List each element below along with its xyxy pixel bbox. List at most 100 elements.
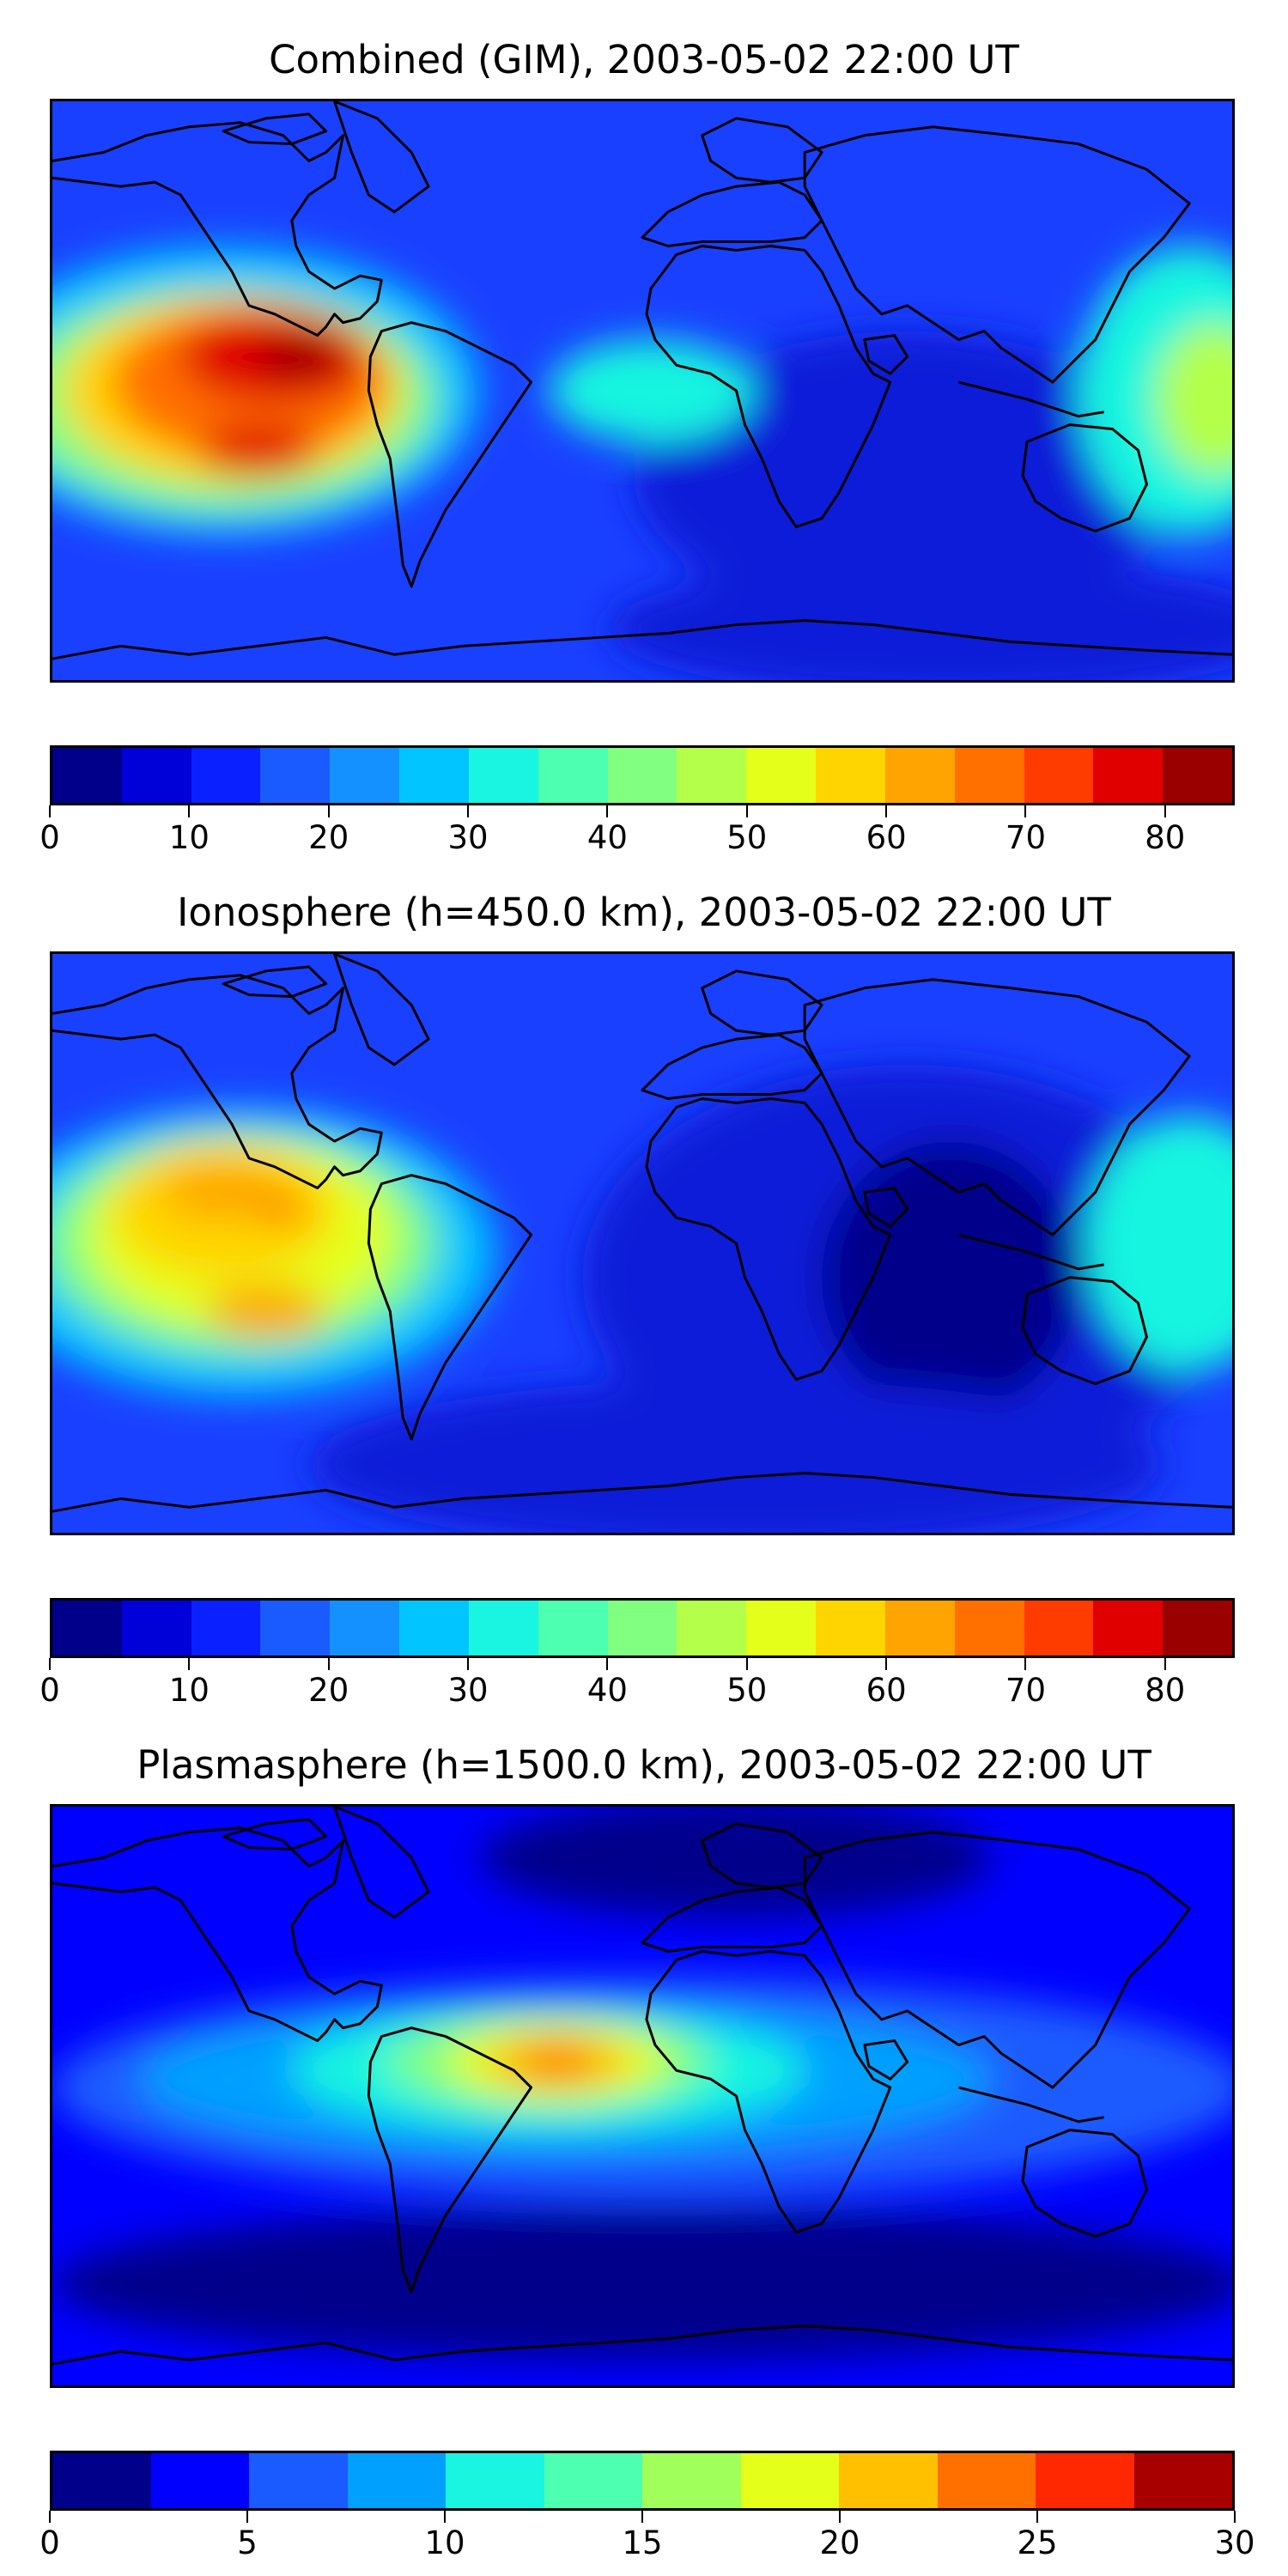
colorbar-tick [49, 1658, 51, 1670]
colorbar-tick-label: 50 [726, 1672, 768, 1709]
colorbar-tick [745, 1658, 748, 1670]
colorbar-tick [246, 2511, 248, 2523]
panel-title-ionosphere: Ionosphere (h=450.0 km), 2003-05-02 22:0… [177, 890, 1111, 935]
colorbar-tick-label: 70 [1005, 1672, 1047, 1709]
colorbar-tick-label: 30 [1214, 2524, 1255, 2561]
colorbar-segment [746, 748, 817, 803]
colorbar-tick-label: 5 [237, 2524, 258, 2561]
colorbar-segment [642, 2453, 741, 2508]
colorbar-segment [249, 2453, 348, 2508]
map-combined [50, 99, 1235, 683]
colorbar-tick-label: 20 [308, 819, 349, 856]
colorbar-tick [641, 2511, 643, 2523]
colorbar-tick [327, 805, 330, 817]
colorbar-segment [191, 748, 261, 803]
colorbar-segment [538, 1601, 608, 1656]
colorbar-segment [52, 2453, 151, 2508]
colorbar-tick [1163, 1658, 1166, 1670]
colorbar-segment [816, 1601, 885, 1656]
colorbar-tick-label: 0 [39, 2524, 60, 2561]
colorbar-segment [1024, 748, 1094, 803]
colorbar-tick-label: 0 [39, 819, 60, 856]
colorbar-segment [260, 1601, 331, 1656]
colorbar-tick [49, 805, 51, 817]
colorbar-segment [677, 1601, 747, 1656]
colorbar-tick-label: 80 [1145, 1672, 1186, 1709]
colorbar-tick-label: 30 [447, 1672, 489, 1709]
colorbar-tick-label: 50 [726, 819, 768, 856]
colorbar-segment [607, 1601, 677, 1656]
colorbar-segment [468, 748, 538, 803]
map-ionosphere [50, 951, 1235, 1535]
colorbar-tick-label: 20 [819, 2524, 860, 2561]
colorbar-tick-label: 60 [866, 819, 907, 856]
colorbar-segment [607, 748, 677, 803]
colorbar-tick [1024, 805, 1027, 817]
colorbar-segment [121, 748, 191, 803]
colorbar-tick-label: 10 [424, 2524, 465, 2561]
panel-title-plasmasphere: Plasmasphere (h=1500.0 km), 2003-05-02 2… [137, 1742, 1151, 1788]
colorbar-segment [191, 1601, 261, 1656]
colorbar-segment [121, 1601, 191, 1656]
colorbar-segment [347, 2453, 446, 2508]
colorbar-segment [816, 748, 885, 803]
colorbar-tick [1036, 2511, 1038, 2523]
colorbar-tick-label: 10 [168, 819, 210, 856]
colorbar-tick-label: 30 [447, 819, 489, 856]
colorbar-tick-label: 25 [1017, 2524, 1058, 2561]
colorbar-tick [1024, 1658, 1027, 1670]
colorbar-tick [885, 1658, 888, 1670]
colorbar-segment [1093, 748, 1163, 803]
colorbar-tick-label: 40 [586, 1672, 628, 1709]
colorbar-tick [467, 805, 470, 817]
colorbar-segment [746, 1601, 817, 1656]
colorbar-tick-label: 0 [39, 1672, 60, 1709]
colorbar-tick-label: 80 [1145, 819, 1186, 856]
colorbar-segment [52, 1601, 122, 1656]
colorbar-tick [188, 1658, 191, 1670]
colorbar-tick [885, 805, 888, 817]
colorbar-segment [937, 2453, 1036, 2508]
colorbar-segment [260, 748, 331, 803]
colorbar-segment [399, 748, 469, 803]
colorbar-segment [1036, 2453, 1134, 2508]
colorbar-tick-label: 20 [308, 1672, 349, 1709]
colorbar-segment [544, 2453, 642, 2508]
colorbar-combined [50, 745, 1235, 805]
colorbar-tick [745, 805, 748, 817]
colorbar-segment [52, 748, 122, 803]
colorbar-tick [188, 805, 191, 817]
colorbar-segment [740, 2453, 839, 2508]
colorbar-segment [1133, 2453, 1232, 2508]
colorbar-tick-label: 15 [622, 2524, 663, 2561]
colorbar-segment [884, 1601, 955, 1656]
colorbar-ionosphere [50, 1598, 1235, 1658]
colorbar-segment [677, 748, 747, 803]
colorbar-tick [444, 2511, 446, 2523]
colorbar-tick [839, 2511, 841, 2523]
colorbar-tick [327, 1658, 330, 1670]
colorbar-plasmasphere [50, 2451, 1235, 2511]
map-plasmasphere [50, 1804, 1235, 2388]
colorbar-tick [467, 1658, 470, 1670]
colorbar-segment [884, 748, 955, 803]
colorbar-tick [49, 2511, 51, 2523]
colorbar-segment [1163, 748, 1232, 803]
colorbar-tick-label: 40 [586, 819, 628, 856]
colorbar-segment [1163, 1601, 1232, 1656]
colorbar-segment [468, 1601, 538, 1656]
colorbar-tick [606, 805, 609, 817]
colorbar-tick [1163, 805, 1166, 817]
colorbar-segment [954, 748, 1024, 803]
colorbar-segment [399, 1601, 469, 1656]
panel-title-combined: Combined (GIM), 2003-05-02 22:00 UT [269, 37, 1019, 82]
colorbar-segment [150, 2453, 249, 2508]
colorbar-segment [839, 2453, 938, 2508]
colorbar-segment [330, 748, 400, 803]
colorbar-tick-label: 10 [168, 1672, 210, 1709]
colorbar-tick [1234, 2511, 1236, 2523]
colorbar-tick [606, 1658, 609, 1670]
colorbar-segment [330, 1601, 400, 1656]
colorbar-segment [538, 748, 608, 803]
colorbar-segment [954, 1601, 1024, 1656]
